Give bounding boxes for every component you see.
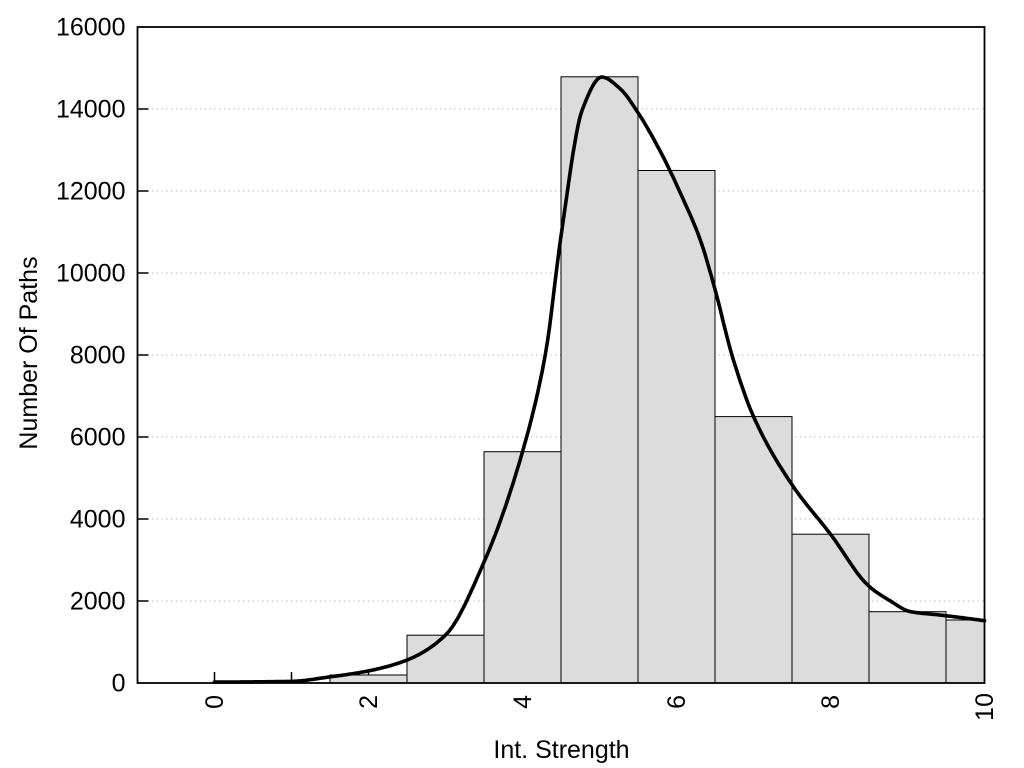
svg-text:10000: 10000 — [56, 260, 126, 288]
svg-text:Number Of Paths: Number Of Paths — [15, 256, 43, 449]
svg-text:12000: 12000 — [56, 178, 126, 206]
svg-text:14000: 14000 — [56, 96, 126, 124]
svg-text:0: 0 — [112, 670, 126, 698]
svg-text:4: 4 — [509, 695, 537, 709]
svg-text:0: 0 — [201, 695, 229, 709]
svg-text:16000: 16000 — [56, 14, 126, 42]
svg-text:2: 2 — [355, 695, 383, 709]
svg-text:8: 8 — [817, 695, 845, 709]
svg-text:8000: 8000 — [70, 342, 126, 370]
svg-text:10: 10 — [971, 693, 999, 721]
svg-text:6000: 6000 — [70, 424, 126, 452]
svg-text:Int. Strength: Int. Strength — [493, 736, 629, 764]
svg-text:6: 6 — [663, 695, 691, 709]
svg-text:4000: 4000 — [70, 506, 126, 534]
svg-text:2000: 2000 — [70, 588, 126, 616]
